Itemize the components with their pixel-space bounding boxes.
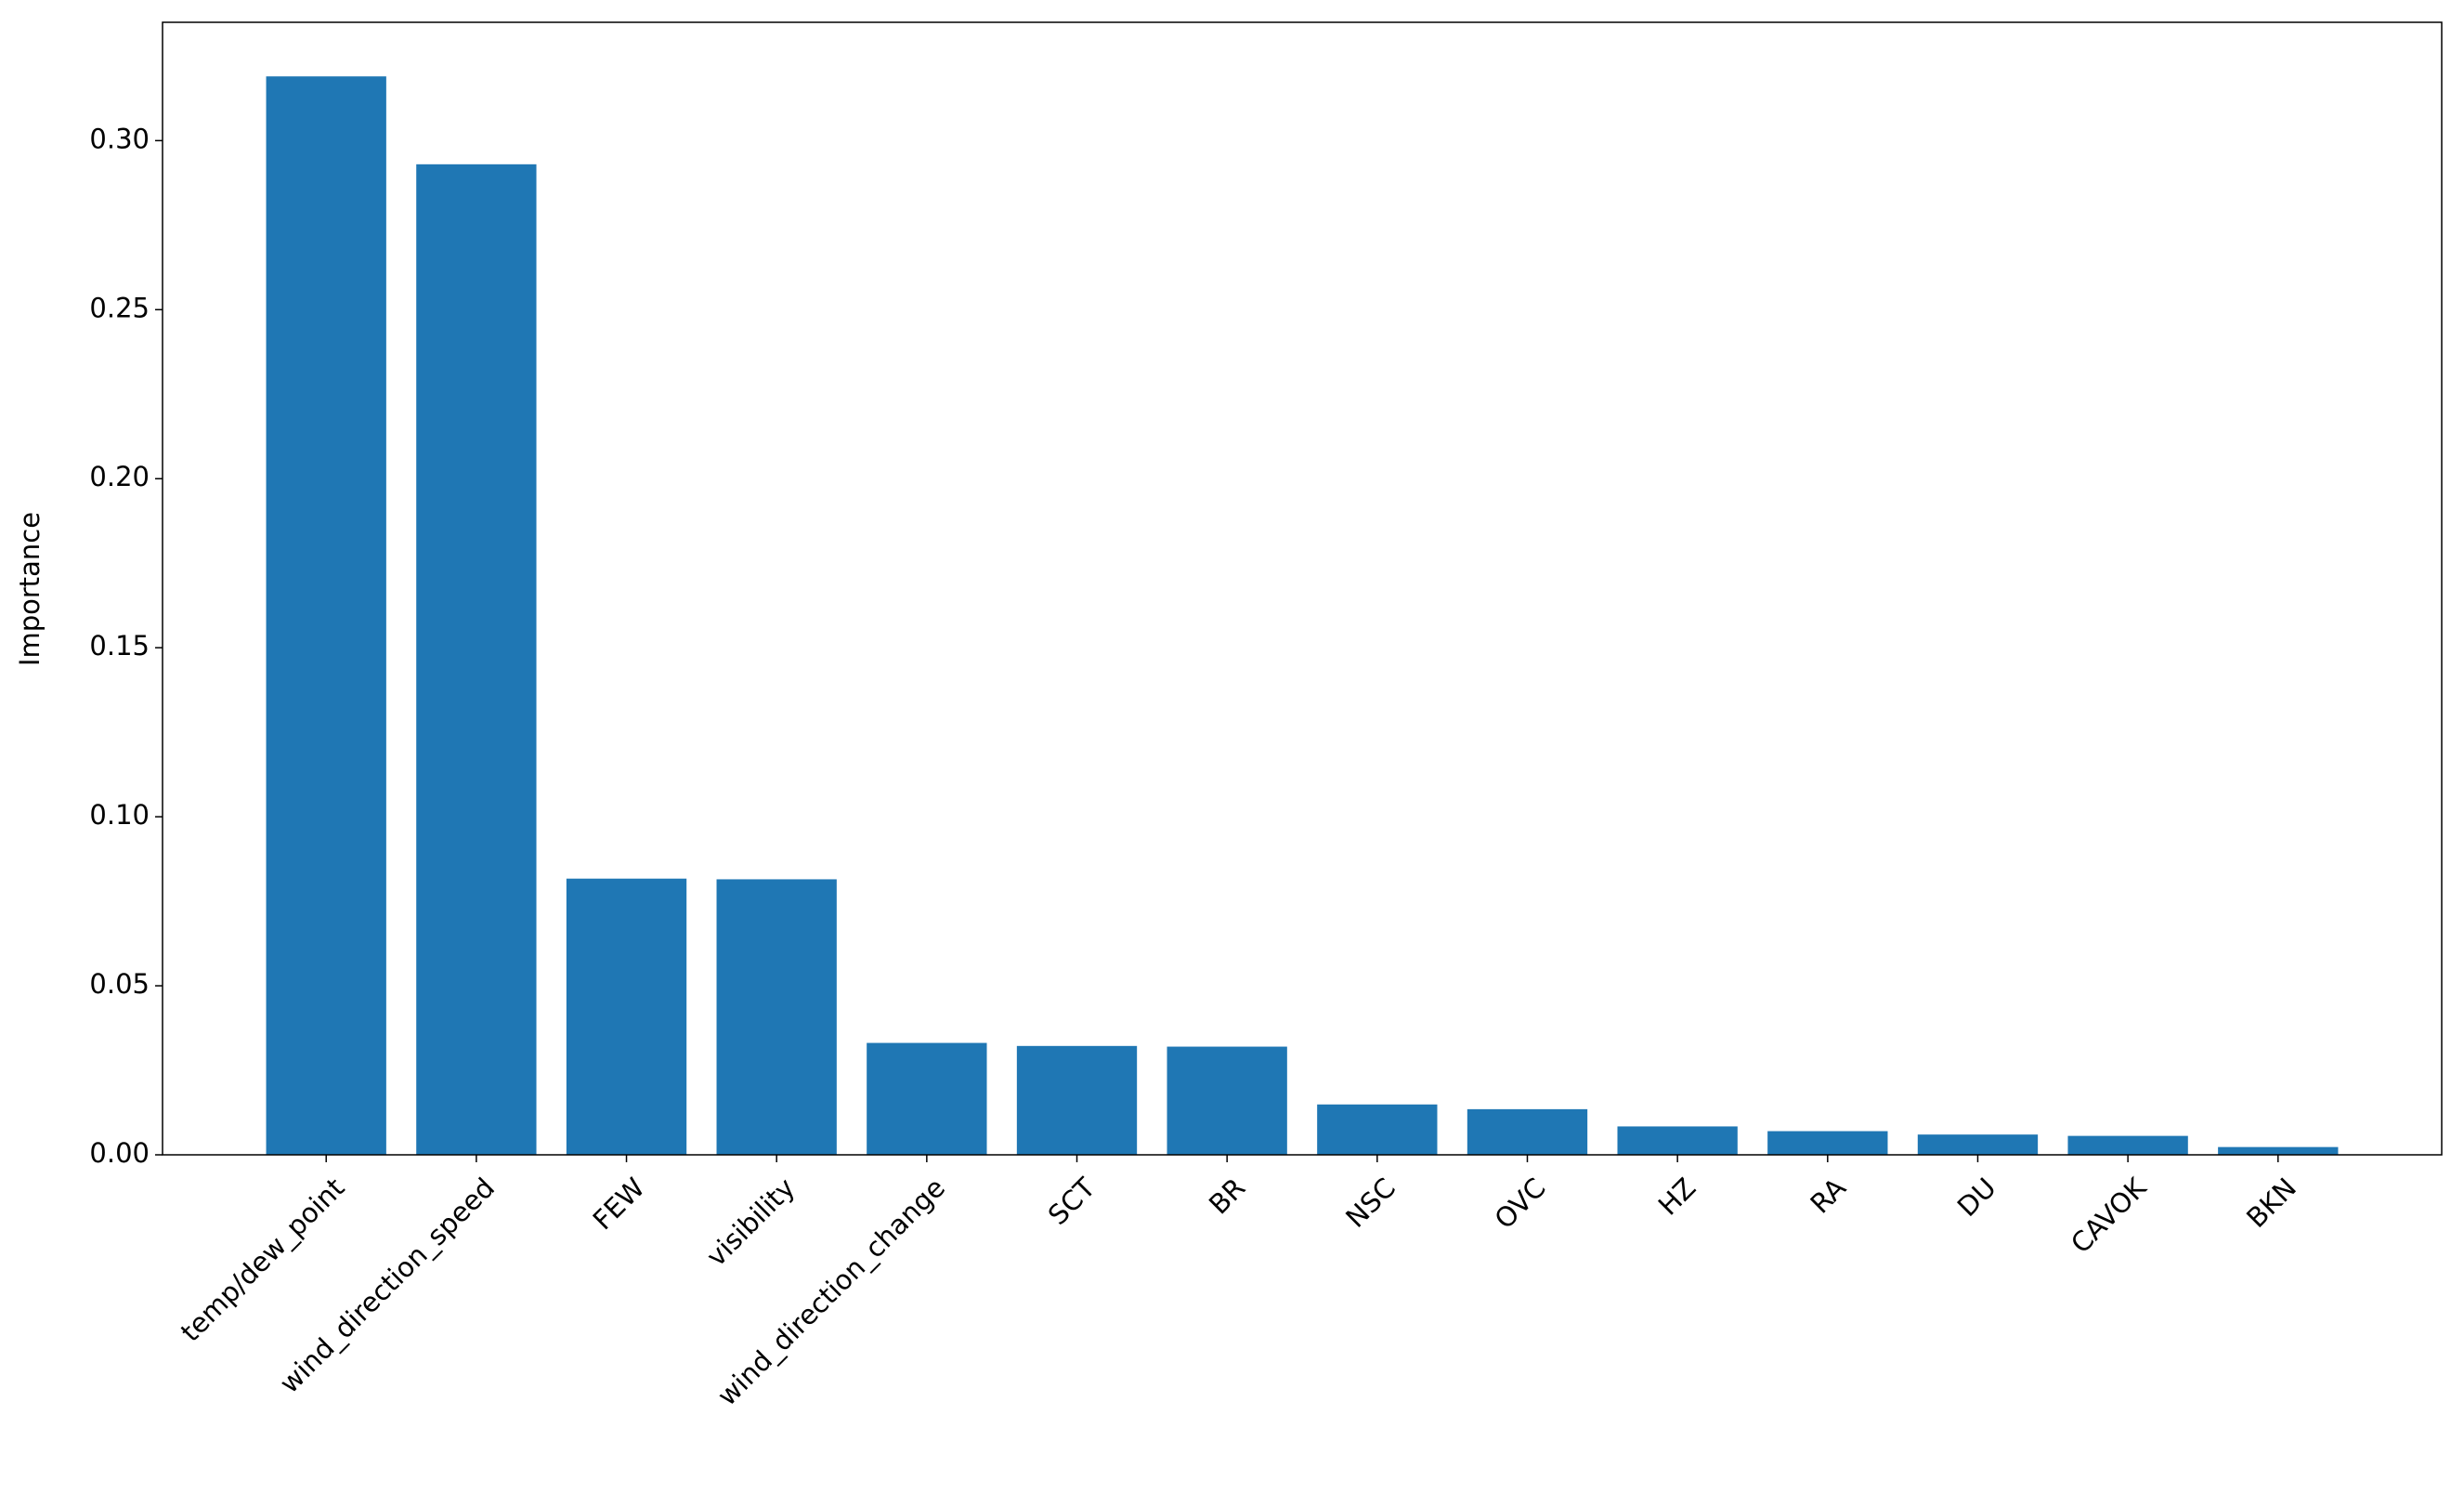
- bar: [716, 879, 837, 1155]
- y-tick-label: 0.20: [89, 461, 150, 492]
- y-tick-label: 0.00: [89, 1137, 150, 1169]
- y-axis-label: Importance: [14, 512, 46, 666]
- x-tick-label: BR: [1203, 1172, 1251, 1220]
- bar: [1917, 1134, 2039, 1155]
- x-tick-label: NSC: [1339, 1172, 1401, 1234]
- x-tick-label: visibility: [700, 1172, 802, 1273]
- x-tick-label: OVC: [1489, 1172, 1552, 1235]
- x-tick-label: BKN: [2240, 1172, 2302, 1234]
- bar: [1016, 1045, 1138, 1155]
- bar: [1617, 1126, 1738, 1155]
- bar: [2067, 1135, 2188, 1155]
- plot-frame: [162, 21, 2443, 1156]
- bar: [266, 76, 386, 1155]
- bar: [1317, 1104, 1438, 1155]
- x-tick-label: FEW: [587, 1172, 651, 1236]
- y-tick-label: 0.15: [89, 630, 150, 661]
- y-tick-label: 0.25: [89, 292, 150, 323]
- bar: [1767, 1131, 1888, 1155]
- x-tick-label: SCT: [1042, 1172, 1102, 1231]
- bar: [2218, 1146, 2339, 1155]
- bar: [1467, 1108, 1588, 1155]
- y-tick-label: 0.30: [89, 123, 150, 154]
- x-tick-label: CAVOK: [2065, 1171, 2153, 1259]
- x-tick-label: temp/dew_point: [175, 1172, 351, 1348]
- y-tick-label: 0.05: [89, 968, 150, 1000]
- bar: [566, 878, 687, 1155]
- bar: [1167, 1046, 1287, 1155]
- x-tick-label: RA: [1805, 1172, 1853, 1220]
- x-tick-label: DU: [1951, 1172, 2002, 1223]
- x-tick-label: HZ: [1652, 1172, 1702, 1222]
- bar: [867, 1042, 987, 1155]
- y-tick-label: 0.10: [89, 799, 150, 831]
- bar: [416, 164, 537, 1156]
